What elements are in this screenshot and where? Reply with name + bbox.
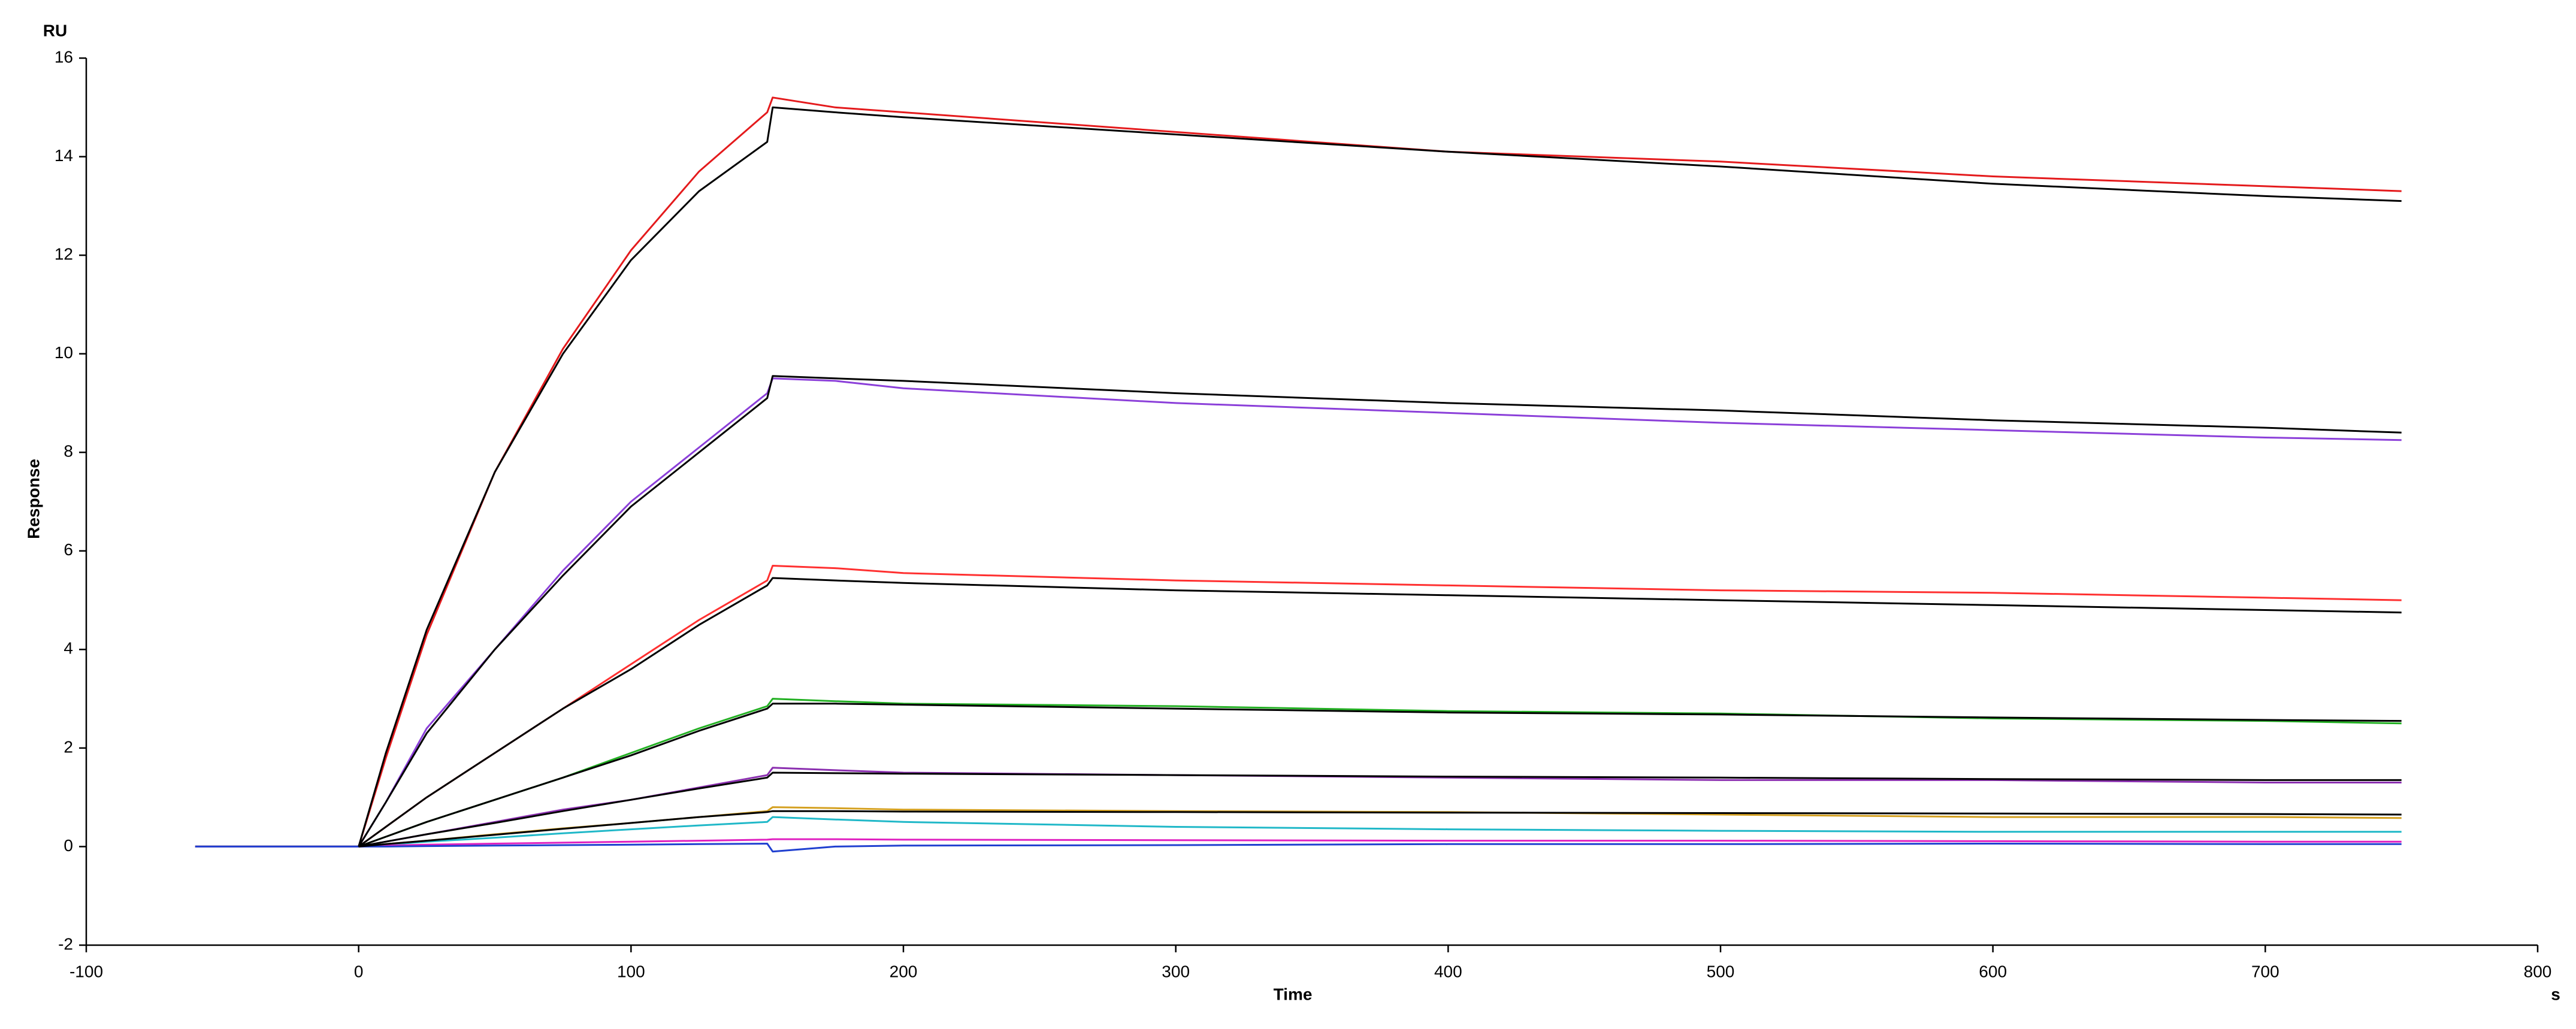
series-line: [358, 810, 2402, 848]
x-tick-label: 100: [617, 962, 645, 980]
x-tick-label: 0: [354, 962, 364, 980]
y-tick-label: 6: [64, 540, 73, 559]
series-line: [195, 698, 2402, 848]
series-line: [195, 565, 2402, 848]
x-tick-label: 200: [890, 962, 918, 980]
x-tick-label: -100: [69, 962, 103, 980]
y-unit: RU: [43, 21, 67, 40]
x-tick-label: 600: [1979, 962, 2007, 980]
y-tick-label: 8: [64, 442, 73, 461]
series-line: [358, 771, 2402, 848]
x-axis-label: Time: [1274, 985, 1313, 1003]
y-tick-label: -2: [58, 934, 73, 953]
x-tick-label: 700: [2251, 962, 2279, 980]
x-tick-label: 400: [1434, 962, 1462, 980]
y-tick-label: 14: [55, 146, 73, 165]
x-tick-label: 500: [1707, 962, 1735, 980]
y-tick-label: 16: [55, 47, 73, 66]
y-axis-label: Response: [24, 459, 43, 539]
series-line: [195, 843, 2402, 853]
x-tick-label: 800: [2524, 962, 2552, 980]
x-unit: s: [2551, 985, 2560, 1003]
y-tick-label: 0: [64, 836, 73, 855]
y-tick-label: 4: [64, 639, 73, 658]
series-line: [358, 375, 2402, 848]
series-line: [195, 96, 2402, 848]
y-tick-label: 12: [55, 245, 73, 264]
y-tick-label: 10: [55, 343, 73, 362]
series-line: [358, 577, 2402, 848]
y-tick-label: 2: [64, 737, 73, 756]
series-line: [358, 106, 2402, 847]
series-line: [358, 703, 2402, 848]
x-tick-label: 300: [1162, 962, 1190, 980]
